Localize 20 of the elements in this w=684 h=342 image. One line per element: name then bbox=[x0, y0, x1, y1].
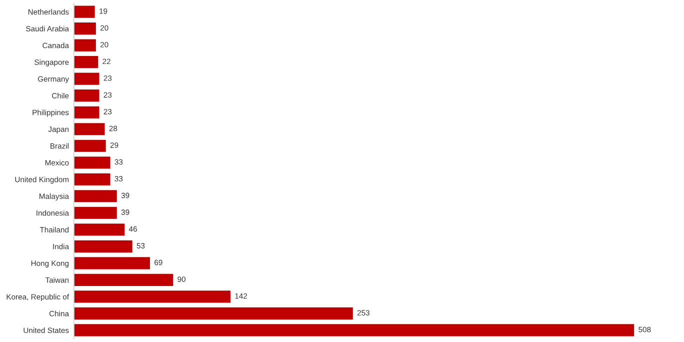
bar bbox=[74, 140, 106, 152]
bar bbox=[74, 307, 353, 320]
bar bbox=[74, 257, 150, 270]
bar bbox=[74, 56, 98, 68]
bar bbox=[74, 206, 117, 219]
bar bbox=[74, 106, 100, 118]
bar bbox=[74, 324, 634, 336]
bar bbox=[74, 22, 96, 35]
bar bbox=[74, 39, 96, 52]
bar bbox=[74, 6, 95, 18]
bar bbox=[74, 123, 105, 136]
bar bbox=[74, 90, 100, 102]
bar bbox=[74, 190, 117, 202]
bar bbox=[74, 72, 100, 85]
bar bbox=[74, 224, 125, 236]
bar bbox=[74, 173, 110, 186]
bar bbox=[74, 156, 110, 169]
bar bbox=[74, 290, 230, 303]
bar bbox=[74, 274, 174, 286]
bar bbox=[74, 240, 132, 252]
